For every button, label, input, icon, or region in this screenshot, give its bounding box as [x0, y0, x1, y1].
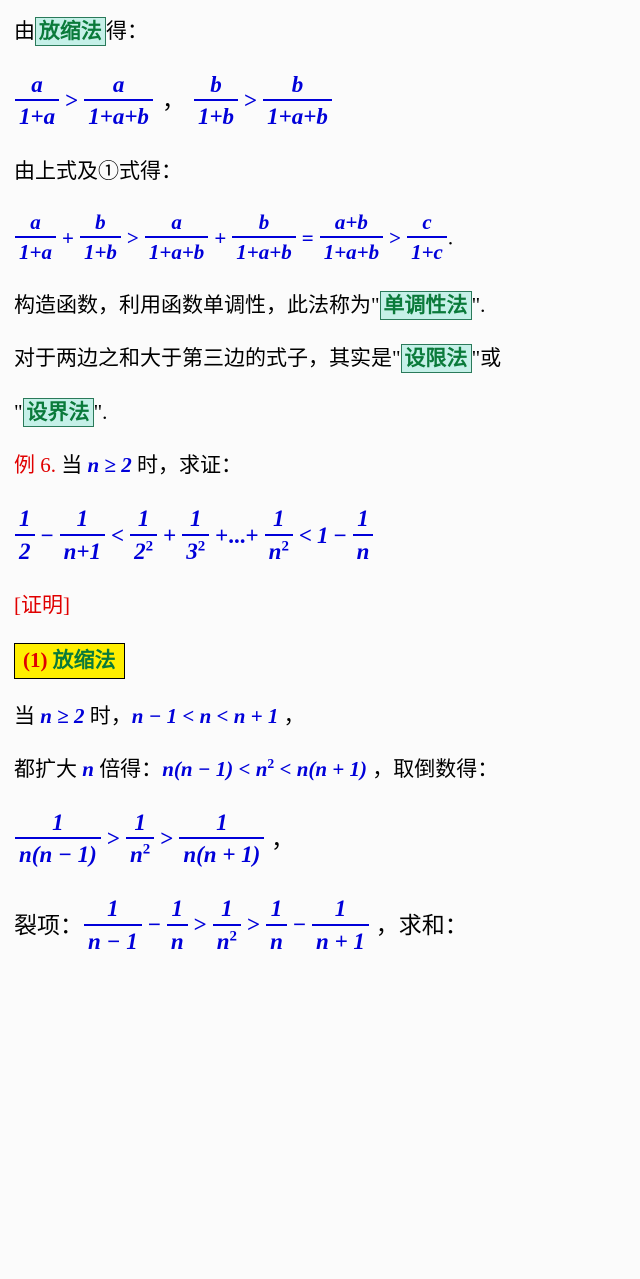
line-7: 都扩大 n 倍得：n(n − 1) < n2 < n(n + 1) ，取倒数得：: [14, 754, 626, 786]
fraction: a+b1+a+b: [320, 209, 383, 268]
fraction: 1n − 1: [84, 894, 142, 958]
text: 当: [56, 453, 88, 477]
fraction: a1+a+b: [145, 209, 208, 268]
fraction: 1n(n + 1): [179, 808, 264, 872]
text: 时，: [84, 704, 131, 728]
fraction: b1+b: [194, 70, 238, 134]
text: 由: [14, 19, 35, 43]
fraction: 1n + 1: [312, 894, 369, 958]
text: 时，求证：: [132, 453, 242, 477]
text: ，取倒数得：: [367, 757, 498, 781]
fraction: 12: [15, 504, 35, 568]
text: ，: [278, 704, 304, 728]
fraction: 1n: [353, 504, 374, 568]
fraction: a1+a: [15, 209, 56, 268]
fraction: 132: [182, 504, 209, 568]
fraction: a1+a: [15, 70, 59, 134]
highlight-fangsuo: 放缩法: [35, 17, 106, 46]
math-inline: n ≥ 2: [88, 453, 132, 477]
text: 得：: [106, 19, 148, 43]
highlight-method: (1) 放缩法: [14, 643, 125, 678]
fraction: 1n2: [213, 894, 241, 958]
equation-1: a1+a>a1+a+b，b1+b>b1+a+b: [14, 70, 626, 134]
fraction: 1n: [167, 894, 188, 958]
fraction: 1n+1: [60, 504, 105, 568]
text: 裂项：: [14, 912, 83, 937]
text: ，求和：: [370, 912, 468, 937]
highlight-shejie: 设界法: [23, 398, 94, 427]
fraction: 1n2: [126, 808, 154, 872]
proof-label: [证明]: [14, 590, 626, 622]
fraction: b1+a+b: [263, 70, 332, 134]
math-inline: n: [82, 757, 94, 781]
text: 对于两边之和大于第三边的式子，其实是": [14, 346, 401, 370]
fraction: 1n(n − 1): [15, 808, 101, 872]
text: "或: [472, 346, 502, 370]
line-2: 由上式及①式得：: [14, 156, 626, 188]
highlight-monotone: 单调性法: [380, 291, 472, 320]
fraction: a1+a+b: [84, 70, 153, 134]
text: ".: [472, 293, 486, 317]
math-inline: n ≥ 2: [40, 704, 84, 728]
fraction: c1+c: [407, 209, 447, 268]
fraction: b1+a+b: [232, 209, 295, 268]
example-label: 例 6.: [14, 453, 56, 477]
method-1: (1) 放缩法: [14, 643, 626, 678]
fraction: 1n: [266, 894, 287, 958]
line-6: 当 n ≥ 2 时，n − 1 < n < n + 1 ，: [14, 701, 626, 733]
line-8: 裂项：1n − 1−1n>1n2>1n−1n + 1 ，求和：: [14, 894, 626, 958]
fraction: 122: [130, 504, 157, 568]
text: ": [14, 400, 23, 424]
text: ".: [94, 400, 108, 424]
text: 由上式及①式得：: [14, 159, 182, 183]
math-inline: n − 1 < n < n + 1: [132, 704, 279, 728]
text: 当: [14, 704, 40, 728]
fraction: 1n2: [265, 504, 293, 568]
line-1: 由放缩法得：: [14, 16, 626, 48]
math-inline: n(n − 1) < n2 < n(n + 1): [162, 757, 367, 781]
example-6: 例 6. 当 n ≥ 2 时，求证：: [14, 450, 626, 482]
equation-4: 1n(n − 1)>1n2>1n(n + 1) ，: [14, 808, 626, 872]
text: 倍得：: [94, 757, 162, 781]
text: 构造函数，利用函数单调性，此法称为": [14, 293, 380, 317]
text: 都扩大: [14, 757, 82, 781]
line-3: 构造函数，利用函数单调性，此法称为"单调性法".: [14, 290, 626, 322]
equation-3: 12−1n+1<122+132+...+1n2<1−1n: [14, 504, 626, 568]
highlight-shexian: 设限法: [401, 344, 472, 373]
equation-2: a1+a+b1+b>a1+a+b+b1+a+b=a+b1+a+b>c1+c.: [14, 209, 626, 268]
line-4: 对于两边之和大于第三边的式子，其实是"设限法"或: [14, 343, 626, 375]
fraction: b1+b: [80, 209, 121, 268]
line-5: "设界法".: [14, 397, 626, 429]
